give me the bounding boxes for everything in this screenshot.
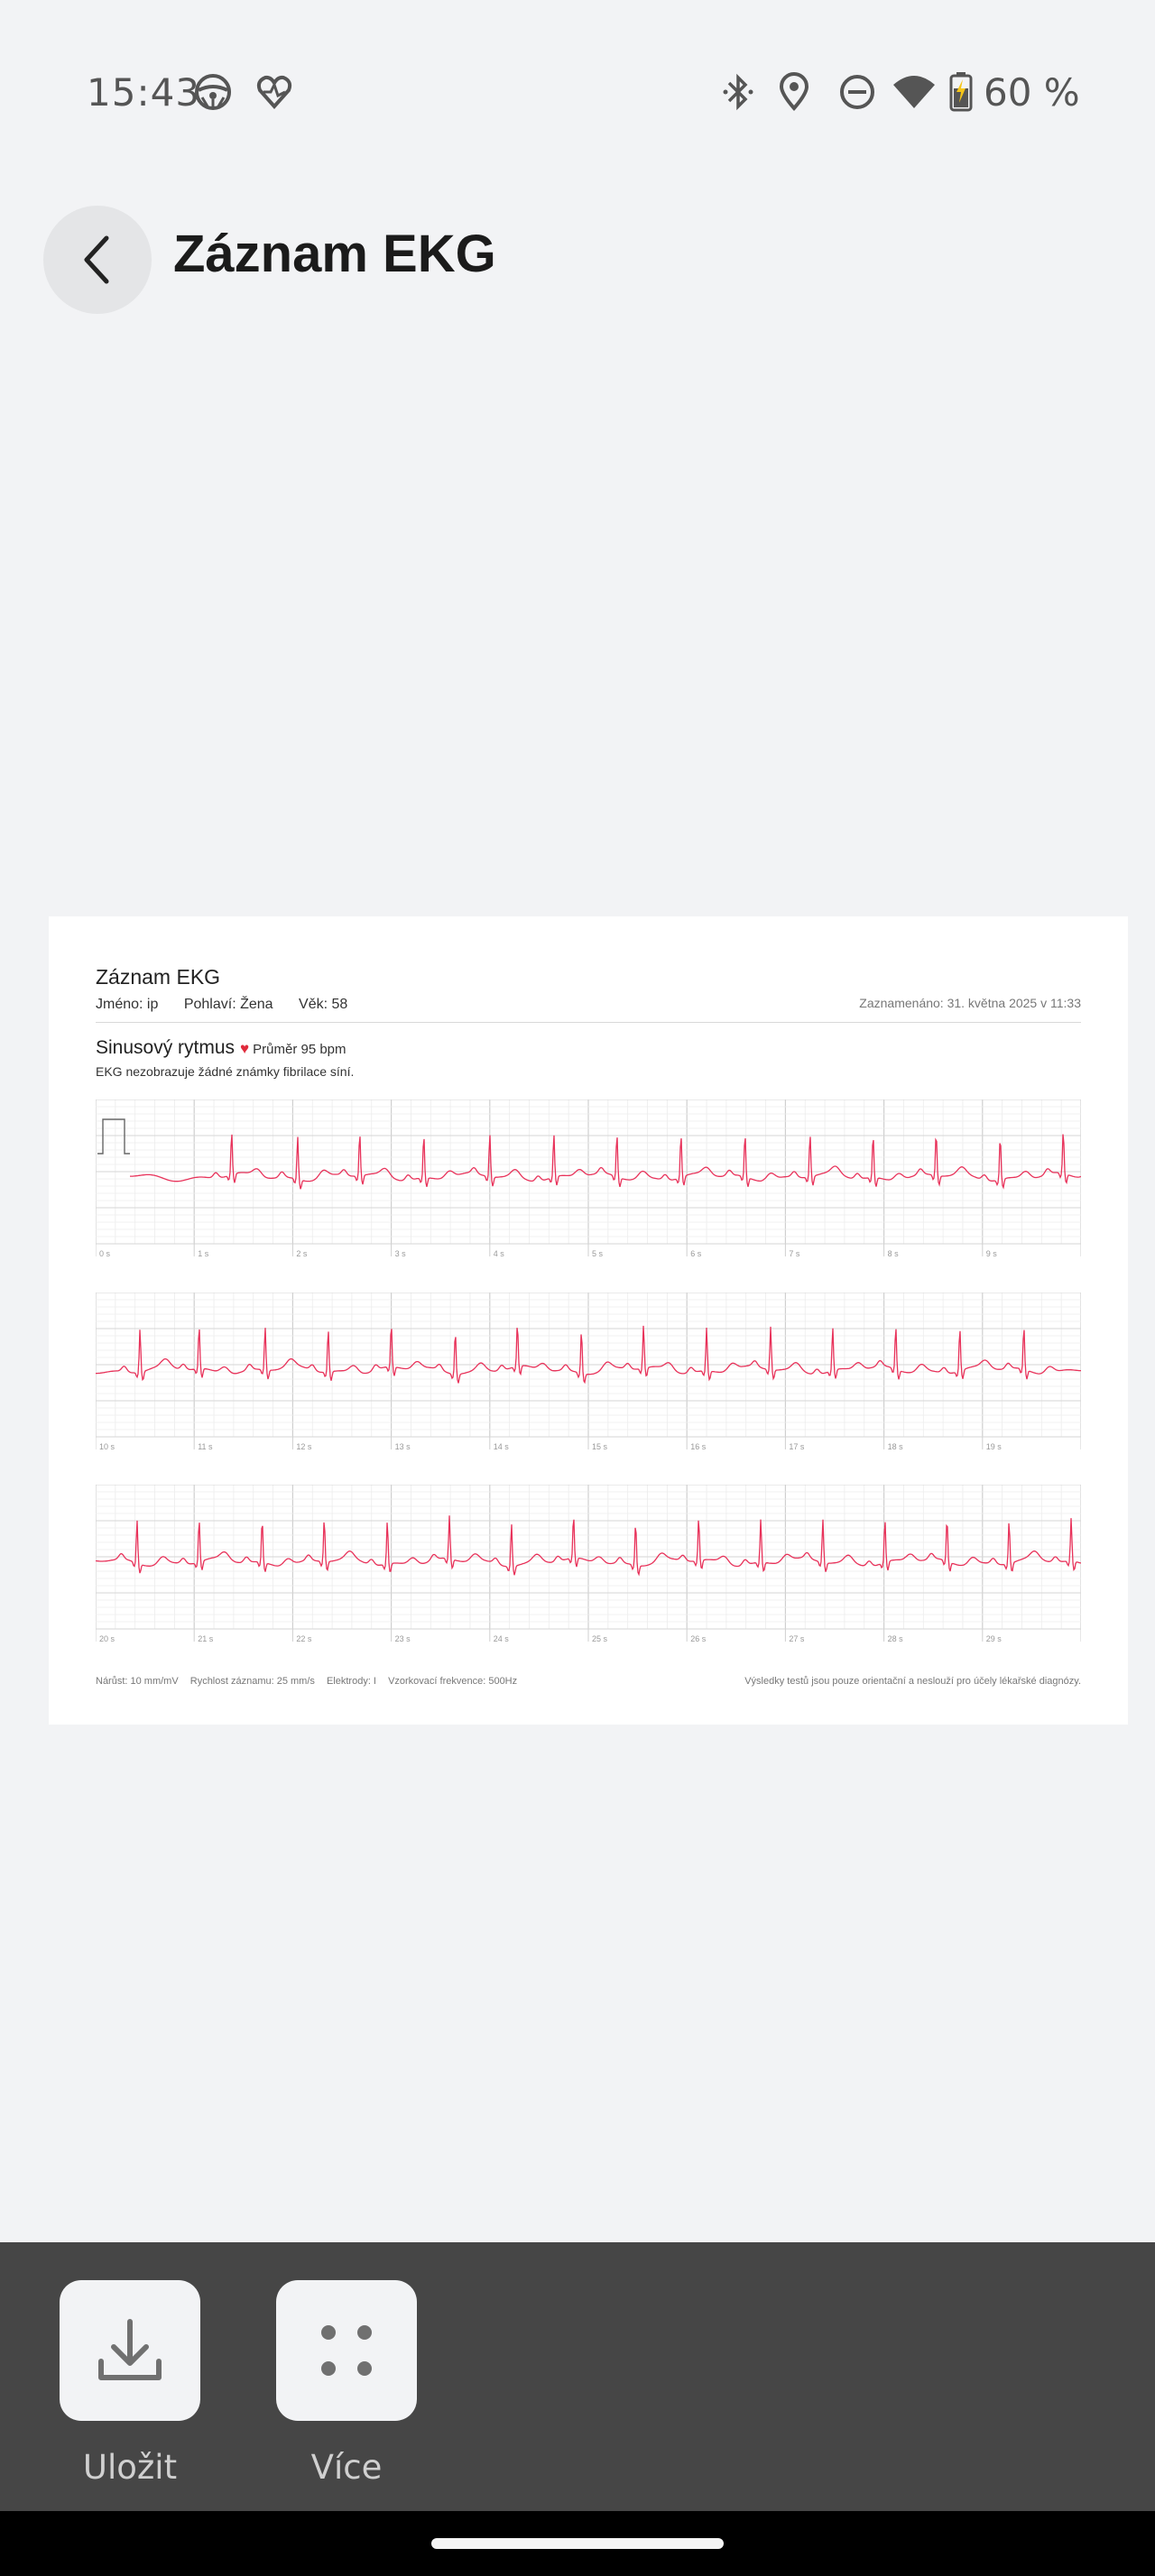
battery-charging-icon [949,72,973,112]
heart-icon: ♥ [240,1040,250,1057]
more-label: Více [310,2448,383,2487]
wifi-icon [893,76,935,108]
patient-info: Jméno: ip Pohlaví: Žena Věk: 58 [96,997,369,1013]
location-icon [779,72,809,112]
tick-label: 1 s [198,1249,209,1258]
disclaimer: Výsledky testů jsou pouze orientační a n… [744,1676,1081,1687]
tick-label: 7 s [789,1249,800,1258]
page-title: Záznam EKG [173,225,496,283]
recording-parameters: Nárůst: 10 mm/mV Rychlost záznamu: 25 mm… [96,1676,526,1687]
chevron-left-icon [84,235,109,284]
tick-label: 3 s [395,1249,407,1258]
rhythm-summary: Sinusový rytmus ♥ Průměr 95 bpm [96,1037,346,1059]
recorded-timestamp: Zaznamenáno: 31. května 2025 v 11:33 [859,996,1081,1010]
tick-label: 27 s [789,1634,805,1643]
do-not-disturb-icon [840,75,874,109]
ecg-report: Záznam EKG Jméno: ip Pohlaví: Žena Věk: … [49,916,1128,1725]
calibration-pulse [97,1118,130,1155]
tick-label: 16 s [690,1442,707,1451]
tick-label: 8 s [888,1249,900,1258]
more-button-tile[interactable] [276,2280,417,2421]
more-dots-icon [321,2325,372,2376]
speed-info: Rychlost záznamu: 25 mm/s [189,1676,315,1687]
patient-age: Věk: 58 [299,997,348,1012]
tick-label: 6 s [690,1249,702,1258]
tick-label: 14 s [494,1442,510,1451]
average-heart-rate: Průměr 95 bpm [253,1042,346,1057]
sampling-info: Vzorkovací frekvence: 500Hz [388,1676,518,1687]
tick-label: 13 s [395,1442,411,1451]
tick-label: 18 s [888,1442,904,1451]
patient-gender: Pohlaví: Žena [183,997,273,1012]
bottom-action-bar: Uložit Více [0,2242,1155,2511]
steering-wheel-icon [195,74,231,110]
navigation-bar [0,2511,1155,2576]
health-heart-icon [256,75,292,110]
tick-label: 10 s [99,1442,116,1451]
download-icon [98,2319,162,2380]
tick-label: 22 s [296,1634,312,1643]
tick-label: 23 s [395,1634,411,1643]
tick-label: 21 s [198,1634,214,1643]
tick-label: 20 s [99,1634,116,1643]
tick-label: 26 s [690,1634,707,1643]
tick-label: 25 s [592,1634,608,1643]
status-bar: 15:43 60 % [0,0,1155,162]
tick-label: 12 s [296,1442,312,1451]
gain-info: Nárůst: 10 mm/mV [96,1676,179,1687]
save-label: Uložit [82,2448,178,2487]
ecg-grid [96,1293,1081,1438]
report-title: Záznam EKG [96,965,221,989]
tick-label: 17 s [789,1442,805,1451]
bluetooth-icon [723,73,753,111]
tick-label: 19 s [986,1442,1003,1451]
ecg-trace [96,1515,1081,1577]
ecg-strip-2: 10 s 11 s 12 s 13 s 14 s 15 s 16 s 17 s 18 s 19 s [96,1293,1081,1451]
tick-label: 9 s [986,1249,998,1258]
tick-label: 24 s [494,1634,510,1643]
tick-label: 0 s [99,1249,111,1258]
afib-result: EKG nezobrazuje žádné známky fibrilace s… [96,1064,355,1079]
battery-percentage: 60 % [984,70,1080,115]
electrodes-info: Elektrody: I [326,1676,376,1687]
divider [96,1022,1081,1023]
tick-label: 2 s [296,1249,308,1258]
ecg-trace [130,1134,1081,1190]
tick-label: 5 s [592,1249,604,1258]
ecg-trace [96,1325,1081,1385]
status-time: 15:43 [87,70,201,115]
rhythm-label: Sinusový rytmus [96,1037,236,1058]
back-button[interactable] [43,206,152,314]
more-button[interactable]: Více [276,2280,417,2487]
tick-label: 29 s [986,1634,1003,1643]
tick-label: 4 s [494,1249,505,1258]
patient-name: Jméno: ip [96,997,159,1012]
tick-label: 15 s [592,1442,608,1451]
ecg-strip-3: 20 s 21 s 22 s 23 s 24 s 25 s 26 s 27 s 28 s 29 s [96,1485,1081,1643]
tick-label: 11 s [198,1442,213,1451]
ecg-strip-1: 0 s 1 s 2 s 3 s 4 s 5 s 6 s 7 s 8 s 9 s [96,1099,1081,1258]
save-button[interactable]: Uložit [60,2280,200,2487]
tick-label: 28 s [888,1634,904,1643]
save-button-tile[interactable] [60,2280,200,2421]
ecg-grid [96,1485,1081,1630]
ecg-grid [96,1099,1081,1245]
home-gesture-handle[interactable] [431,2538,724,2549]
